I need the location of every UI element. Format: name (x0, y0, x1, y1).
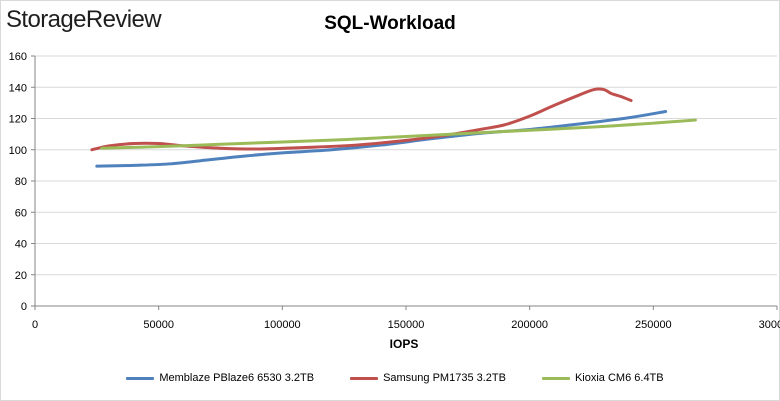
legend-item-memblaze: Memblaze PBlaze6 6530 3.2TB (126, 372, 314, 384)
x-tick-label: 150000 (388, 319, 425, 331)
x-tick-label: 250000 (635, 319, 672, 331)
y-tick-label: 0 (21, 301, 27, 313)
series-line-memblaze (95, 109, 668, 168)
x-axis-label: IOPS (389, 337, 419, 351)
gridlines (35, 55, 777, 276)
y-tick-label: 20 (15, 270, 27, 282)
series-lines (90, 87, 697, 168)
x-tick-label: 200000 (511, 319, 548, 331)
y-tick-label: 160 (9, 51, 27, 63)
legend-swatch-memblaze (126, 376, 155, 380)
legend-label-memblaze: Memblaze PBlaze6 6530 3.2TB (159, 372, 315, 384)
legend-item-kioxia: Kioxia CM6 6.4TB (541, 372, 664, 384)
x-tick-label: 50000 (143, 319, 174, 331)
y-tick-label: 80 (15, 176, 27, 188)
legend-label-kioxia: Kioxia CM6 6.4TB (574, 372, 664, 384)
chart-title: SQL-Workload (324, 13, 456, 34)
series-line-kioxia (100, 118, 697, 150)
series-line-samsung (90, 87, 633, 152)
legend-item-samsung: Samsung PM1735 3.2TB (350, 372, 506, 384)
y-tick-label: 100 (9, 145, 27, 157)
storagereview-logo: StorageReview (6, 6, 162, 33)
y-tick-label: 120 (9, 114, 27, 126)
y-tick-label: 140 (9, 82, 27, 94)
legend-swatch-kioxia (541, 376, 570, 380)
axes (31, 55, 778, 310)
y-tick-label: 40 (15, 239, 27, 251)
tick-labels: 0 20 40 60 80 100 120 140 160 0 50000 100000 150000 2… (9, 51, 780, 331)
x-tick-label: 300000 (759, 319, 780, 331)
legend-label-samsung: Samsung PM1735 3.2TB (383, 372, 506, 384)
legend-swatch-samsung (350, 376, 379, 380)
x-tick-label: 0 (32, 319, 38, 331)
y-tick-label: 60 (15, 207, 27, 219)
x-tick-label: 100000 (264, 319, 301, 331)
legend: Memblaze PBlaze6 6530 3.2TB Samsung PM17… (0, 372, 780, 384)
